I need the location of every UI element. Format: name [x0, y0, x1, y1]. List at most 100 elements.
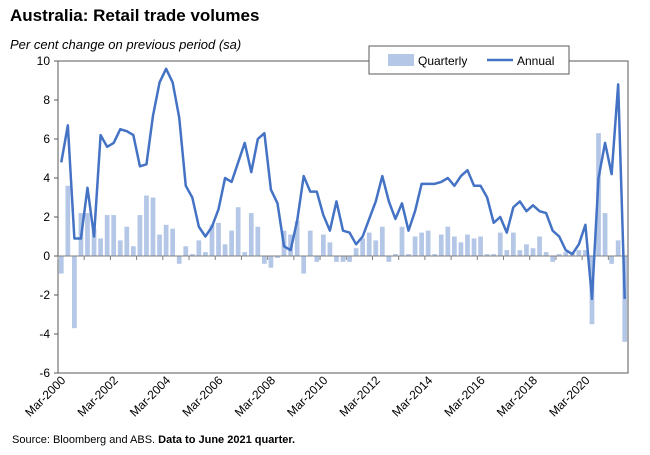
quarterly-bar	[262, 256, 267, 264]
x-tick-label: Mar-2010	[284, 373, 330, 419]
quarterly-bar	[183, 246, 189, 256]
x-tick-label: Mar-2008	[232, 373, 278, 419]
quarterly-bar	[510, 232, 516, 256]
quarterly-bar	[229, 230, 234, 256]
quarterly-bar	[248, 213, 254, 256]
quarterly-bar	[301, 256, 307, 274]
quarterly-bar	[222, 244, 228, 256]
quarterly-bar	[576, 250, 582, 256]
quarterly-bar	[524, 244, 529, 256]
axes-group	[54, 60, 609, 374]
plot-frame	[57, 60, 629, 374]
chart-title: Australia: Retail trade volumes	[10, 6, 260, 25]
quarterly-bar	[255, 226, 261, 256]
annual-line	[60, 67, 626, 301]
quarterly-bar	[124, 226, 130, 256]
y-tick-label: -4	[39, 327, 50, 341]
quarterly-bar	[458, 242, 464, 256]
quarterly-bar	[320, 234, 326, 256]
legend-label-quarterly: Quarterly	[418, 54, 467, 68]
quarterly-bar	[386, 256, 392, 262]
quarterly-bar	[353, 248, 359, 256]
x-tick-labels: Mar-2000 Mar-2002 Mar-2004 Mar-2006 Mar-2008…	[22, 373, 593, 419]
quarterly-bar	[478, 236, 483, 256]
quarterly-bar	[602, 213, 608, 256]
quarterly-bar	[406, 254, 411, 256]
quarterly-bar	[209, 224, 215, 256]
quarterly-bar	[609, 256, 614, 264]
quarterly-bar	[85, 213, 90, 256]
quarterly-bar	[294, 220, 300, 256]
legend-label-annual: Annual	[517, 54, 554, 68]
quarterly-bar	[340, 256, 346, 262]
quarterly-bar	[334, 256, 339, 262]
quarterly-bar	[491, 254, 497, 256]
y-tick-label: 6	[43, 132, 50, 146]
legend: Quarterly Annual	[368, 45, 570, 75]
quarterly-bar	[196, 240, 202, 256]
quarterly-bar	[530, 248, 536, 256]
footer-source: Source: Bloomberg and ABS.	[12, 434, 156, 446]
quarterly-bar	[373, 240, 379, 256]
quarterly-bar	[347, 256, 352, 262]
quarterly-bar	[111, 215, 117, 256]
quarterly-bar	[65, 185, 71, 256]
quarterly-bar	[543, 252, 549, 256]
quarterly-bar	[104, 215, 110, 256]
quarterly-bar	[615, 240, 621, 256]
quarterly-bar	[91, 228, 97, 256]
x-tick-label: Mar-2004	[127, 373, 173, 419]
y-tick-label: 2	[43, 210, 50, 224]
quarterly-bar	[393, 254, 398, 256]
y-tick-label: -2	[39, 288, 50, 302]
quarterly-bar	[360, 238, 366, 256]
quarterly-bar	[504, 250, 510, 256]
footer-note: Data to June 2021 quarter.	[158, 434, 296, 446]
quarterly-bar	[170, 228, 176, 256]
y-tick-label: 10	[37, 54, 51, 68]
y-tick-labels: -6 -4 -2 0 2 4 6 8 10	[37, 54, 51, 380]
quarterly-bar	[583, 250, 588, 256]
x-tick-label: Mar-2016	[441, 373, 487, 419]
quarterly-bar	[176, 256, 182, 264]
quarterly-bar	[327, 242, 333, 256]
quarterly-bar	[425, 230, 431, 256]
x-tick-label: Mar-2006	[179, 373, 225, 419]
quarterly-bar	[399, 226, 405, 256]
x-tick-label: Mar-2012	[337, 373, 383, 419]
quarterly-bar	[465, 234, 470, 256]
y-tick-label: 0	[43, 249, 50, 263]
quarterly-bar	[452, 236, 457, 256]
quarterly-bar	[563, 252, 569, 256]
quarterly-bar	[216, 222, 221, 256]
y-tick-label: 8	[43, 93, 50, 107]
quarterly-bar	[379, 226, 385, 256]
quarterly-bar	[517, 250, 523, 256]
y-tick-label: 4	[43, 171, 50, 185]
quarterly-bar	[130, 246, 136, 256]
footer: Source: Bloomberg and ABS. Data to June …	[12, 434, 295, 446]
quarterly-bar	[275, 256, 280, 258]
annual-line-group	[60, 67, 626, 301]
quarterly-bar	[622, 256, 628, 342]
quarterly-bar	[137, 215, 143, 256]
quarterly-bar	[412, 236, 418, 256]
quarterly-bar	[242, 252, 248, 256]
quarterly-bar	[150, 197, 156, 256]
quarterly-bar	[235, 207, 241, 256]
legend-swatch-quarterly	[388, 54, 414, 66]
quarterly-bar	[117, 240, 123, 256]
quarterly-bar	[268, 256, 274, 268]
quarterly-bar	[432, 254, 438, 256]
quarterly-bar	[471, 238, 477, 256]
x-tick-label: Mar-2018	[494, 373, 540, 419]
quarterly-bar	[189, 254, 195, 256]
quarterly-bar	[484, 254, 490, 256]
quarterly-bar	[366, 232, 372, 256]
quarterly-bar	[72, 256, 77, 329]
chart-subtitle: Per cent change on previous period (sa)	[10, 37, 242, 52]
quarterly-bar	[550, 256, 556, 262]
y-tick-label: -6	[39, 366, 50, 380]
x-tick-label: Mar-2002	[75, 373, 121, 419]
